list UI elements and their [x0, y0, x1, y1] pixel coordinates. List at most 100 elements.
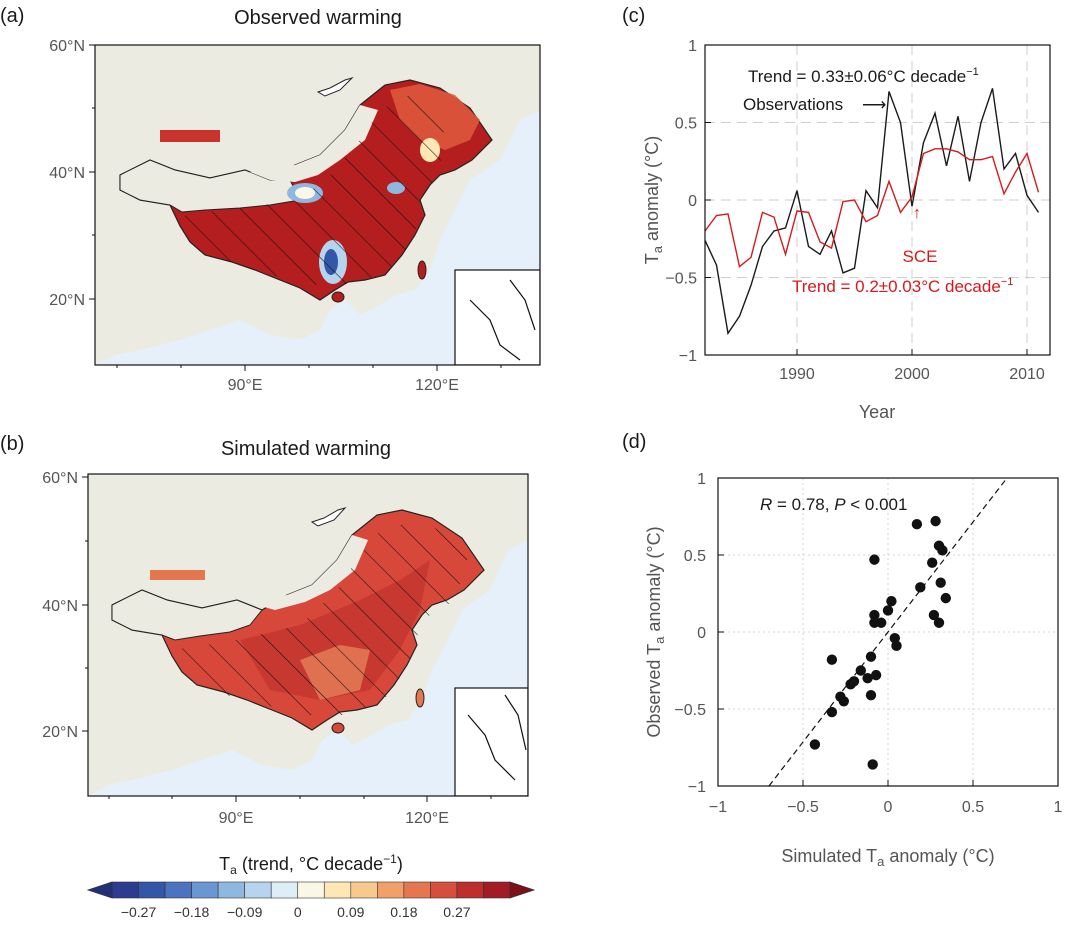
map-b-lake-baikal	[310, 507, 347, 527]
chart-d-xtick-label: 0	[884, 799, 893, 816]
panel-b-title: Simulated warming	[221, 438, 391, 460]
colorbar-cell	[191, 881, 219, 899]
panel-a-title: Observed warming	[234, 7, 402, 29]
map-b-lon-90: 90°E	[219, 810, 254, 827]
colorbar-cell	[430, 881, 458, 899]
colorbar: Ta (trend, °C decade−1) −0.27 −0.18 −0.09 0…	[86, 852, 536, 920]
map-a-hatch	[185, 95, 445, 285]
colorbar-cell	[323, 881, 352, 899]
chart-d-xlabel: Simulated Ta anomaly (°C)	[781, 846, 994, 869]
scatter-point	[867, 759, 878, 770]
scatter-point	[933, 617, 945, 628]
chart-d-ytick-label: −1	[688, 779, 706, 796]
colorbar-label: Ta (trend, °C decade−1)	[219, 852, 403, 877]
obs-trend-annotation: Trend = 0.33±0.06°C decade−1	[748, 66, 979, 86]
colorbar-cell	[138, 881, 166, 899]
map-a-lon-120: 120°E	[415, 377, 459, 394]
scatter-point	[869, 609, 880, 621]
map-a-frame	[94, 44, 541, 366]
map-a-xinjiang-north	[160, 130, 220, 142]
scatter-point	[935, 577, 946, 588]
map-b-lat-20: 20°N	[42, 724, 78, 741]
map-a-lat-60: 60°N	[49, 38, 85, 55]
chart-d-ytick-label: −0.5	[674, 702, 706, 719]
chart-c-ytick-label: −0.5	[665, 271, 697, 288]
map-b-xinjiang	[111, 589, 263, 641]
scatter-point	[882, 605, 894, 616]
map-b-taiwan	[415, 688, 425, 708]
map-b-inset-islands	[467, 694, 527, 781]
map-a-inset-islands	[469, 279, 536, 361]
scatter-point	[869, 554, 880, 565]
colorbar-high-extension	[509, 881, 536, 899]
chart-c-ytick-label: 0	[688, 193, 697, 210]
scatter-point	[928, 609, 940, 621]
scatter-point	[869, 617, 880, 628]
colorbar-cells	[86, 881, 536, 899]
chart-d-fit-line-group	[768, 477, 1008, 787]
sce-arrow: ↑	[913, 205, 921, 222]
map-b-lon-120: 120°E	[405, 810, 449, 827]
map-b-north-dry	[245, 535, 368, 610]
chart-c-xtick-label: 1990	[779, 366, 815, 383]
colorbar-cell	[297, 881, 325, 899]
map-a	[95, 45, 540, 365]
chart-c-ytick-label: −1	[679, 348, 697, 365]
chart-d-xtick-label: −0.5	[787, 799, 819, 816]
colorbar-tick-label: −0.27	[121, 904, 157, 920]
colorbar-cell	[111, 881, 139, 899]
scatter-point	[870, 669, 882, 681]
map-b-lat-60: 60°N	[42, 470, 78, 487]
chart-d-xtick-label: 1	[1054, 799, 1063, 816]
colorbar-tick-label: −0.18	[174, 904, 210, 920]
map-a-lake-baikal	[316, 76, 354, 97]
map-a-taiwan	[417, 260, 427, 280]
chart-c-xtick-label: 2010	[1009, 366, 1045, 383]
colorbar-cell	[377, 881, 405, 899]
chart-c-lines	[704, 88, 1040, 336]
scatter-point	[809, 739, 821, 750]
panel-d: (d) −1 1 −0.5 0.5 0 0 0.5 −0.5 1 −1 Simulated Ta …	[622, 431, 1063, 869]
scatter-point	[826, 654, 838, 665]
map-a-lon-90: 90°E	[228, 377, 263, 394]
scatter-point	[862, 673, 873, 684]
colorbar-tick-label: 0	[294, 904, 302, 920]
scatter-point	[865, 689, 877, 701]
scatter-point	[855, 665, 866, 676]
colorbar-cell	[217, 881, 245, 899]
scatter-point	[915, 582, 926, 593]
chart-c-ticks: 1 0.5 0 −0.5 −1 1990 2000 2010	[665, 38, 1044, 383]
sce-label: SCE	[903, 247, 938, 266]
chart-d-xtick-label: −1	[709, 799, 727, 816]
map-a-lat-40: 40°N	[49, 165, 85, 182]
chart-c-ylabel: Ta anomaly (°C)	[642, 136, 665, 264]
panel-a: (a) Observed warming	[0, 5, 541, 394]
panel-c-label: (c)	[622, 5, 645, 27]
chart-c-grid	[705, 45, 1050, 355]
colorbar-low-extension	[86, 881, 113, 899]
panel-d-label: (d)	[622, 431, 646, 453]
map-b-frame	[87, 473, 529, 797]
scatter-point	[838, 696, 849, 707]
colorbar-cell	[244, 881, 272, 899]
map-b	[88, 474, 528, 796]
chart-d-ticks: −1 1 −0.5 0.5 0 0 0.5 −0.5 1 −1	[674, 471, 1062, 816]
chart-c-xtick-label: 2000	[894, 366, 930, 383]
scatter-point	[937, 545, 948, 556]
series-line-sce	[704, 148, 1040, 268]
scatter-point	[940, 592, 951, 604]
scatter-point	[927, 557, 938, 568]
map-b-hatch	[172, 525, 470, 715]
sce-trend-annotation: Trend = 0.2±0.03°C decade−1	[792, 276, 1013, 296]
panel-b-label: (b)	[0, 433, 24, 455]
obs-label: Observations	[743, 95, 843, 114]
colorbar-cell	[456, 881, 484, 899]
map-b-lat-40: 40°N	[42, 598, 78, 615]
panel-c: (c) 1 0.5 0 −0.5 −1 1990 2000 2010 Year Ta anom…	[622, 5, 1051, 422]
colorbar-cell	[350, 881, 378, 899]
scatter-point	[886, 596, 897, 607]
chart-c-ytick-label: 0.5	[675, 116, 697, 133]
obs-arrow: ⟶	[862, 95, 886, 114]
chart-d-ytick-label: 0	[697, 625, 706, 642]
